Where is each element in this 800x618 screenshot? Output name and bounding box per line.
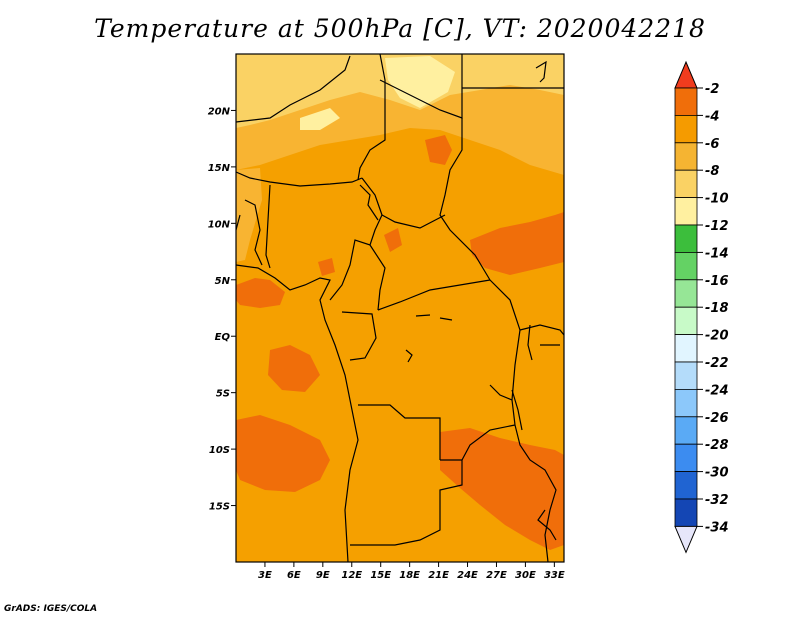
warm-patch-gulf [236,278,285,308]
temp-band-north-palest [385,56,455,108]
lon-tick-label: 6E [287,570,301,581]
colorbar-segment [674,306,698,336]
chart-title: Temperature at 500hPa [C], VT: 202004221… [94,14,706,43]
warm-patch-central-west [268,345,320,392]
warm-patch-north [425,135,452,165]
colorbar-label: -10 [705,192,729,207]
colorbar-segment [674,388,698,418]
warm-patch-southeast [440,428,564,550]
latitude-axis: 20N 15N 10N 5N EQ 5S 10S 15S [208,106,236,513]
colorbar-segment [674,416,698,445]
longitude-axis: 3E 6E 9E 12E 15E 18E 21E 24E 27E 30E 33E [258,562,565,581]
colorbar-label: -14 [705,246,729,261]
colorbar-segment [674,197,698,226]
colorbar-segment [674,498,698,527]
lon-tick-label: 12E [341,570,362,581]
colorbar-segment [674,169,698,198]
warm-patch-southwest [236,415,330,492]
lat-tick-label: 10S [209,445,230,456]
map-panel: 20N 15N 10N 5N EQ 5S 10S 15S 3E 6E 9E 12E 15E 18E 21E… [208,53,565,581]
lon-tick-label: 9E [316,570,330,581]
colorbar-label: -34 [705,520,729,535]
temp-band-west-light [236,168,262,262]
colorbar-segment [674,361,698,390]
colorbar-segment [674,87,698,116]
lat-tick-label: 10N [208,219,231,230]
colorbar-label: -6 [705,137,719,152]
colorbar-label: -20 [705,329,729,344]
colorbar-segment [674,251,698,281]
warm-patch-east [470,212,564,275]
colorbar-label: -32 [705,493,729,508]
lat-tick-label: 15N [208,163,231,174]
colorbar-label: -24 [705,383,729,398]
colorbar-label: -2 [705,82,719,97]
map-frame [235,53,565,563]
country-borders [235,53,565,563]
lon-tick-label: 24E [457,570,478,581]
colorbar-top-arrow [674,60,698,89]
colorbar-label: -4 [705,109,719,124]
lat-tick-label: 5S [216,389,230,400]
lon-tick-label: 18E [399,570,420,581]
lon-tick-label: 21E [428,570,449,581]
lon-tick-label: 15E [370,570,391,581]
lon-tick-label: 3E [258,570,272,581]
colorbar-segment [674,142,698,171]
colorbar-segment [674,334,698,363]
lat-tick-label: 15S [209,502,230,513]
colorbar-label: -12 [705,219,729,234]
lon-tick-label: 30E [515,570,536,581]
colorbar-label: -30 [705,466,729,481]
colorbar-label: -22 [705,356,729,371]
warm-patch-small-2 [318,258,335,276]
colorbar-segment [674,115,698,144]
lat-tick-label: EQ [215,332,231,343]
lon-tick-label: 27E [486,570,507,581]
lat-tick-label: 20N [208,106,231,117]
colorbar-bottom-arrow [674,525,698,554]
colorbar-segment [674,279,698,308]
warm-patch-small-1 [384,228,402,252]
colorbar-label: -18 [705,301,729,316]
colorbar-segment [674,471,698,500]
colorbar: -2 -4 -6 -8 -10 -12 -14 -16 -18 -20 -22 -24 -26 -28 -3… [674,60,729,554]
colorbar-label: -26 [705,411,729,426]
lat-tick-label: 5N [215,276,231,287]
grads-credit: GrADS: IGES/COLA [4,604,98,614]
colorbar-label: -16 [705,274,729,289]
colorbar-label: -28 [705,438,729,453]
colorbar-label: -8 [705,164,719,179]
colorbar-segment [674,443,698,473]
lon-tick-label: 33E [544,570,565,581]
colorbar-segment [674,224,698,253]
temp-band-north-palest-2 [300,108,340,130]
